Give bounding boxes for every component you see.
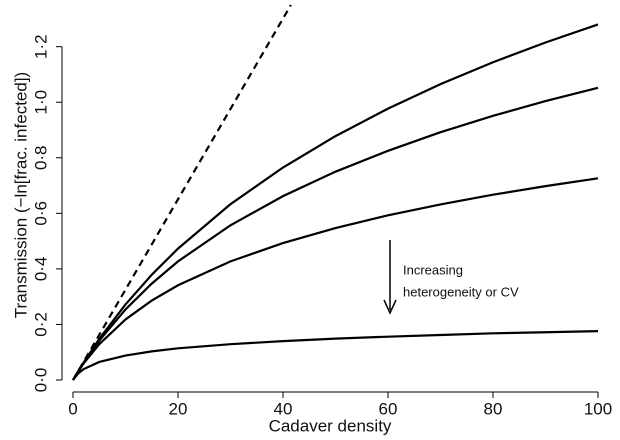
line (72, 4, 292, 381)
x-axis-title: Cadaver density (269, 416, 392, 435)
x-tick-label: 0 (68, 399, 77, 418)
y-tick-label: 0·8 (31, 145, 50, 170)
y-tick-label: 1·2 (31, 34, 50, 59)
line (72, 177, 599, 381)
y-tick-label: 0·6 (31, 201, 50, 226)
line (72, 23, 599, 381)
annotation: Increasing (403, 262, 463, 277)
y-tick-label: 0·0 (31, 368, 50, 393)
x-tick-label: 60 (379, 399, 398, 418)
y-tick-label: 1·0 (31, 90, 50, 115)
x-tick-label: 100 (584, 399, 612, 418)
y-tick-label: 0·4 (31, 257, 50, 282)
annotation: heterogeneity or CV (403, 284, 519, 299)
y-axis-title: Transmission (−ln[frac. infected]) (11, 72, 30, 318)
x-tick-label: 20 (169, 399, 188, 418)
x-tick-label: 40 (274, 399, 293, 418)
arrow-head (383, 299, 397, 315)
x-tick-label: 80 (484, 399, 503, 418)
y-tick-label: 0·2 (31, 312, 50, 337)
line (72, 330, 599, 381)
line (72, 86, 599, 381)
